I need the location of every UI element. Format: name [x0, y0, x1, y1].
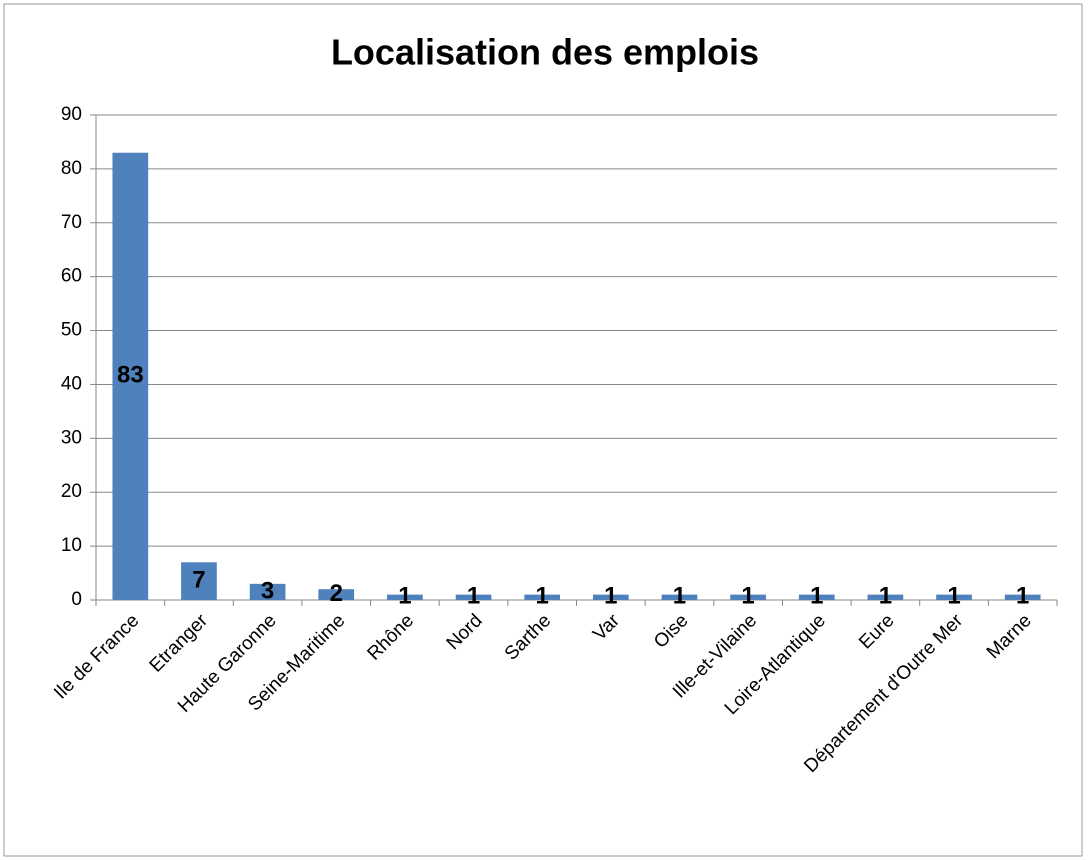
value-label: 1 — [741, 583, 754, 610]
value-label: 1 — [467, 583, 480, 610]
value-label: 3 — [261, 577, 274, 604]
value-label: 1 — [947, 583, 960, 610]
bar — [249, 583, 286, 600]
bar — [387, 594, 423, 600]
y-tick-label: 30 — [61, 427, 82, 448]
bar — [1004, 594, 1041, 600]
y-tick-label: 0 — [71, 589, 82, 610]
bar — [661, 594, 698, 600]
chart-title: Localisation des emplois — [331, 32, 759, 73]
bar — [592, 594, 629, 600]
bar — [318, 589, 355, 600]
value-label: 1 — [810, 583, 823, 610]
bar — [730, 594, 766, 600]
value-label: 1 — [535, 583, 548, 610]
value-label: 1 — [673, 583, 686, 610]
bar — [455, 594, 492, 600]
y-tick-label: 10 — [61, 535, 82, 556]
bar — [181, 562, 217, 600]
value-label: 1 — [604, 583, 617, 610]
y-tick-label: 50 — [61, 320, 82, 341]
bar — [112, 152, 149, 600]
bar — [867, 594, 904, 600]
value-label: 1 — [1016, 583, 1029, 610]
value-label: 7 — [192, 566, 205, 593]
y-tick-label: 80 — [61, 158, 82, 179]
value-label: 1 — [879, 583, 892, 610]
chart-frame — [3, 3, 1083, 857]
bar — [798, 594, 835, 600]
bar — [524, 594, 561, 600]
value-label: 2 — [330, 580, 343, 607]
value-label: 83 — [117, 362, 144, 389]
bar — [936, 594, 972, 600]
y-tick-label: 70 — [61, 212, 82, 233]
y-tick-label: 40 — [61, 373, 82, 394]
y-tick-label: 20 — [61, 481, 82, 502]
y-tick-label: 90 — [61, 104, 82, 125]
y-tick-label: 60 — [61, 266, 82, 287]
value-label: 1 — [398, 583, 411, 610]
